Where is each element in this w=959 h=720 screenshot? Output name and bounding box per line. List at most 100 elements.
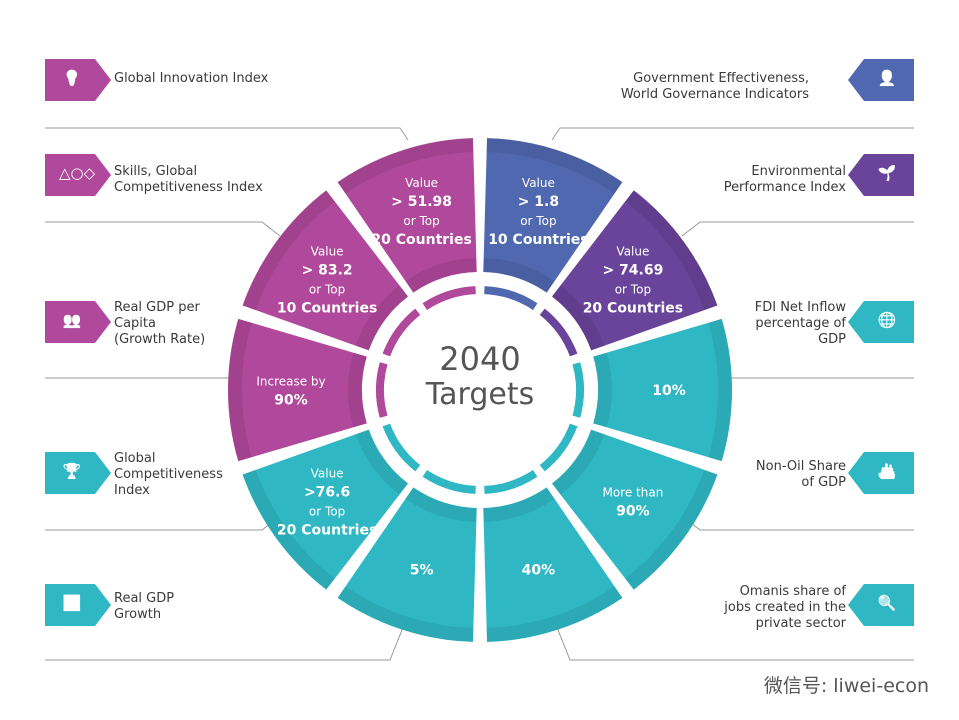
label-government-effectiveness: Government Effectiveness, World Governanc… (620, 71, 809, 102)
segment-wedge (483, 138, 623, 293)
segment-rim (486, 586, 623, 642)
segment-inner-rim (347, 352, 367, 428)
people-group-icon: 👥 (62, 311, 82, 329)
segment-text: 20 Countries (277, 523, 377, 539)
segment-text: > 74.69 (602, 262, 663, 278)
label-global-innovation-index: Global Innovation Index (114, 71, 269, 86)
lightbulb-icon: 💡 (62, 69, 82, 87)
segment-text: Value (522, 176, 555, 190)
inner-ring-arc (539, 308, 578, 357)
segment-text: 10 Countries (488, 232, 588, 248)
growth-chart-icon: 📈 (62, 594, 82, 612)
segment-inner-rim (483, 258, 555, 293)
target-segment: 10% (572, 318, 733, 462)
segment-text: or Top (615, 282, 651, 296)
segment-text: Value (311, 467, 344, 481)
indicator-tag: 📈 (45, 584, 111, 626)
indicator-tag: 💡 (45, 59, 111, 101)
inner-ring-arc (382, 423, 421, 472)
indicator-tag: 🚢 (848, 452, 914, 494)
inner-ring-arc (484, 470, 538, 494)
segment-inner-rim (551, 285, 605, 351)
indicator-tag: 👥 (45, 301, 111, 343)
label-gci: Global Competitiveness Index (114, 451, 223, 498)
segment-rim (708, 318, 733, 462)
target-segment: Value > 1.8 or Top 10 Countries (483, 138, 623, 310)
indicator-tag: 👤 (848, 59, 914, 101)
segment-text: 90% (274, 393, 308, 409)
connector-line (681, 515, 914, 531)
segment-text: > 83.2 (302, 262, 353, 278)
segment-inner-rim (405, 487, 477, 522)
segment-rim (337, 586, 474, 642)
segment-wedge (228, 318, 367, 462)
segment-inner-rim (483, 487, 555, 522)
segment-wedge (337, 487, 477, 642)
segment-text: or Top (309, 505, 345, 519)
connector-line (45, 624, 405, 661)
segment-text: 40% (522, 563, 556, 579)
segment-inner-rim (593, 352, 612, 428)
segment-inner-rim (405, 258, 477, 293)
segment-text: > 1.8 (518, 194, 559, 210)
globe-icon: 🌐 (877, 311, 897, 329)
center-title: Targets (425, 377, 534, 412)
segment-text: 20 Countries (371, 232, 471, 248)
segment-inner-rim (551, 429, 605, 495)
inner-ring-arc (539, 423, 578, 472)
target-segment: More than 90% (539, 423, 718, 590)
connector-line (551, 127, 914, 141)
segment-wedge (242, 429, 409, 590)
segment-text: Value (311, 244, 344, 258)
inner-ring-arc (572, 362, 585, 418)
segment-wedge (551, 429, 718, 590)
segment-inner-rim (355, 285, 409, 351)
document-search-icon: 🔍 (877, 594, 897, 612)
connector-line (45, 127, 409, 141)
indicator-tag: 🌐 (848, 301, 914, 343)
segment-wedge (593, 318, 733, 462)
watermark: 微信号: liwei-econ (763, 675, 929, 697)
label-non-oil-share: Non-Oil Share of GDP (755, 459, 846, 490)
segment-text: or Top (309, 282, 345, 296)
target-segment: Value >76.6 or Top 20 Countries (242, 423, 421, 590)
label-omanis-share-jobs: Omanis share of jobs created in the privat… (724, 584, 846, 631)
segment-rim (486, 138, 623, 194)
inner-ring-arc (484, 286, 538, 310)
indicator-tag: 🏆 (45, 452, 111, 494)
segment-text: 10 Countries (277, 300, 377, 316)
indicator-tag: 🌱 (848, 154, 914, 196)
segment-text: or Top (403, 214, 439, 228)
target-segment: Value > 51.98 or Top 20 Countries (337, 138, 477, 310)
segment-text: >76.6 (304, 485, 350, 501)
segment-wedge (337, 138, 477, 293)
center-year: 2040 (439, 340, 520, 378)
podium-people-icon: 🏆 (62, 462, 82, 480)
label-real-gdp-growth: Real GDP Growth (114, 591, 175, 622)
connector-line (681, 221, 914, 237)
segment-inner-rim (355, 429, 409, 495)
segment-rim (625, 190, 718, 311)
label-skills-gci: Skills, Global Competitiveness Index (114, 164, 263, 195)
connector-line (45, 221, 281, 237)
officials-icon: 👤 (877, 69, 897, 87)
inner-ring-arc (382, 308, 421, 357)
segment-rim (625, 469, 718, 590)
segment-text: 90% (616, 504, 650, 520)
label-fdi-net-inflow: FDI Net Inflow percentage of GDP (754, 300, 846, 347)
segment-text: More than (602, 486, 663, 500)
target-segment: Increase by 90% (228, 318, 388, 462)
inner-ring-arc (422, 286, 476, 310)
segment-text: 5% (410, 563, 434, 579)
segment-text: 20 Countries (583, 300, 683, 316)
target-segment: 40% (483, 470, 623, 642)
target-segment: Value > 83.2 or Top 10 Countries (242, 190, 421, 357)
segment-text: or Top (520, 214, 556, 228)
segment-text: Value (405, 176, 438, 190)
cargo-ship-icon: 🚢 (877, 462, 897, 480)
connector-line (45, 515, 281, 531)
label-real-gdp-per-capita: Real GDP per Capita (Growth Rate) (114, 300, 206, 347)
indicator-tag: △○◇ (45, 154, 111, 196)
